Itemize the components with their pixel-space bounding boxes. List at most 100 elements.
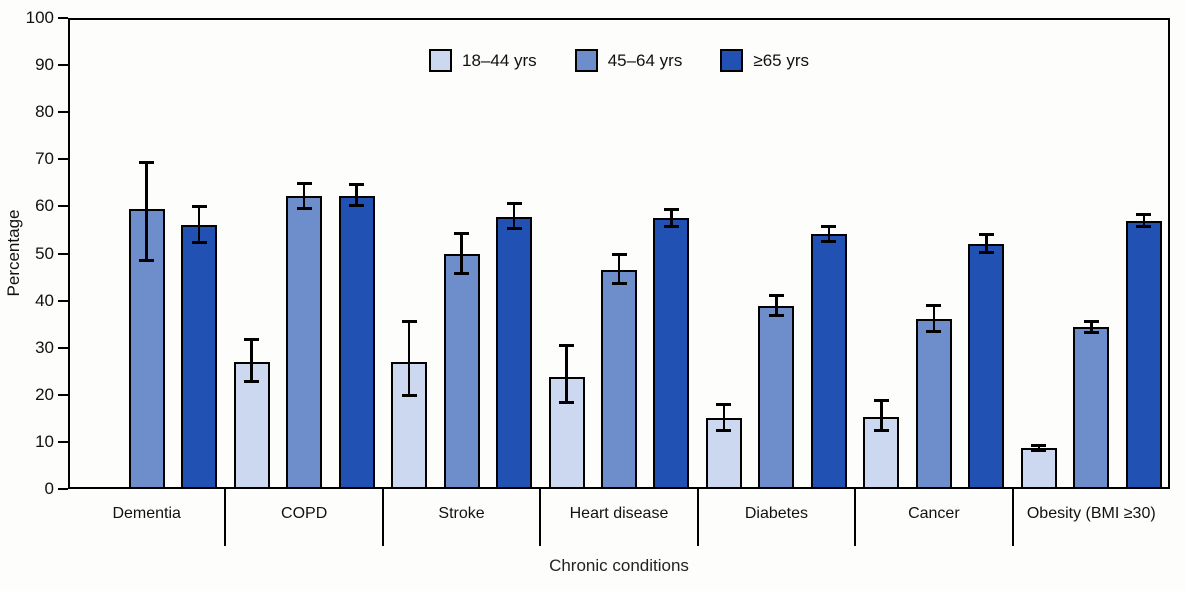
error-bar-cap-bottom [349, 203, 365, 207]
error-bar-cap-top [1136, 212, 1152, 216]
error-bar-cap-top [978, 233, 994, 237]
error-bar-cap-top [296, 181, 312, 185]
x-axis-title: Chronic conditions [549, 556, 689, 575]
bar-Cancer-≥65 yrs [968, 243, 1005, 489]
error-bar-cap-bottom [873, 428, 889, 432]
error-bar-cap-top [349, 183, 365, 187]
bar-COPD-45–64 yrs [286, 196, 323, 489]
error-bar-line [985, 234, 988, 253]
error-bar-cap-bottom [1136, 225, 1152, 229]
legend-item: ≥65 yrs [720, 49, 809, 72]
bar-Dementia-≥65 yrs [181, 224, 218, 489]
y-axis-tick [58, 252, 68, 255]
y-axis-tick-label: 80 [35, 102, 54, 122]
error-bar-cap-bottom [1083, 330, 1099, 334]
error-bar-line [250, 339, 253, 382]
x-axis-group-divider [539, 489, 542, 546]
x-axis-group-divider [1011, 489, 1014, 546]
error-bar-line [565, 345, 568, 403]
bar-COPD-≥65 yrs [338, 195, 375, 489]
error-bar-cap-top [506, 202, 522, 206]
error-bar-line [460, 233, 463, 274]
bar-Obesity (BMI ≥30)-18–44 yrs [1020, 448, 1057, 489]
error-bar-cap-top [873, 399, 889, 403]
x-axis-group-divider [381, 489, 384, 546]
x-axis-group-divider [696, 489, 699, 546]
error-bar-line [617, 254, 621, 284]
bar-Stroke-18–44 yrs [391, 362, 428, 489]
bar-Diabetes-≥65 yrs [810, 233, 847, 489]
y-axis-tick [58, 440, 68, 443]
x-axis-category-label: Obesity (BMI ≥30) [1026, 505, 1156, 522]
x-axis-category-label: Dementia [112, 505, 181, 522]
error-bar-cap-bottom [139, 258, 155, 262]
error-bar-line [197, 206, 201, 243]
bar-Obesity (BMI ≥30)-45–64 yrs [1073, 326, 1110, 489]
error-bar-line [512, 203, 516, 229]
legend-label: 45–64 yrs [607, 50, 683, 70]
error-bar-line [145, 162, 148, 261]
y-axis-tick [58, 299, 68, 302]
legend-swatch [574, 49, 598, 72]
x-axis-group-divider [854, 489, 857, 546]
error-bar-cap-bottom [978, 251, 994, 255]
error-bar-line [1142, 214, 1145, 227]
error-bar-cap-top [191, 204, 207, 208]
error-bar-cap-bottom [244, 380, 260, 384]
error-bar-line [880, 400, 883, 431]
error-bar-cap-top [139, 161, 155, 165]
legend-item: 18–44 yrs [429, 49, 537, 72]
y-axis-tick-label: 90 [35, 55, 54, 75]
y-axis-tick [58, 393, 68, 396]
y-axis-tick [58, 17, 68, 19]
y-axis-tick [58, 64, 68, 67]
error-bar-line [1090, 321, 1093, 333]
error-bar-cap-top [1083, 319, 1099, 323]
y-axis-tick-label: 10 [35, 431, 54, 451]
error-bar-cap-top [926, 304, 942, 308]
bar-Heart disease-≥65 yrs [653, 218, 690, 489]
y-axis-tick-label: 20 [35, 384, 54, 404]
y-axis-tick-label: 70 [35, 149, 54, 169]
bar-COPD-18–44 yrs [233, 362, 270, 489]
error-bar-line [775, 295, 778, 316]
error-bar-line [1037, 445, 1041, 451]
error-bar-cap-top [1031, 444, 1047, 448]
legend-item: 45–64 yrs [574, 49, 683, 72]
error-bar-cap-bottom [926, 330, 942, 334]
bar-Obesity (BMI ≥30)-≥65 yrs [1125, 220, 1162, 489]
error-bar-cap-bottom [401, 394, 417, 398]
error-bar-cap-bottom [768, 314, 784, 318]
error-bar-line [407, 321, 411, 396]
legend-swatch [429, 49, 453, 72]
error-bar-cap-bottom [559, 401, 575, 405]
error-bar-cap-bottom [454, 272, 470, 276]
error-bar-cap-bottom [663, 225, 679, 229]
error-bar-cap-top [768, 293, 784, 297]
x-axis-category-label: Diabetes [744, 505, 808, 522]
bar-Stroke-≥65 yrs [496, 216, 533, 489]
error-bar-cap-bottom [716, 428, 732, 432]
bar-Heart disease-45–64 yrs [601, 270, 637, 489]
x-axis-group-divider [224, 489, 227, 546]
x-axis-category-label: Heart disease [569, 505, 669, 522]
error-bar-line [722, 404, 726, 431]
error-bar-cap-bottom [611, 282, 627, 286]
legend-label: 18–44 yrs [462, 50, 537, 70]
error-bar-cap-bottom [296, 206, 312, 210]
error-bar-line [827, 226, 831, 242]
x-axis-category-label: Cancer [908, 505, 960, 522]
error-bar-cap-top [821, 224, 837, 228]
error-bar-cap-top [244, 338, 260, 342]
error-bar-cap-bottom [191, 241, 207, 245]
error-bar-line [302, 183, 306, 209]
bar-Cancer-45–64 yrs [915, 318, 952, 489]
legend-label: ≥65 yrs [753, 50, 809, 70]
y-axis-tick [58, 111, 68, 114]
y-axis-tick [58, 346, 68, 349]
error-bar-cap-top [716, 403, 732, 407]
y-axis-tick-label: 40 [35, 290, 54, 310]
x-axis-category-label: Stroke [438, 505, 485, 522]
y-axis-tick [58, 205, 68, 208]
